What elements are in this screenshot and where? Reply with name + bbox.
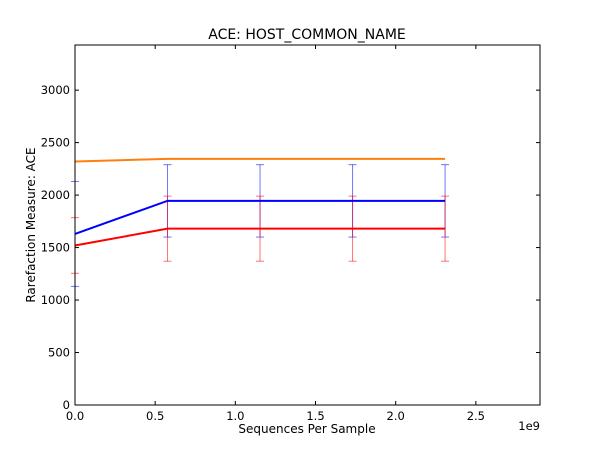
y-tick-label: 1500 xyxy=(41,241,70,255)
chart-title: ACE: HOST_COMMON_NAME xyxy=(208,27,406,43)
x-tick-label: 2.0 xyxy=(387,409,405,423)
x-tick-label: 0.5 xyxy=(146,409,164,423)
x-tick-label: 1.5 xyxy=(306,409,324,423)
series-line-2 xyxy=(74,199,446,235)
series-line-1 xyxy=(74,157,446,163)
y-tick-label: 3000 xyxy=(41,83,70,97)
y-axis-label: Rarefaction Measure: ACE xyxy=(24,147,38,302)
plot-frame xyxy=(74,44,541,406)
plot-layer: 0.0 0.5 1.0 1.5 2.0 2.5 0 500 1000 1500 2000 2500 30… xyxy=(41,44,541,423)
y-tick-label: 500 xyxy=(48,346,70,360)
x-axis-offset-label: 1e9 xyxy=(518,419,540,433)
x-axis-label: Sequences Per Sample xyxy=(238,422,375,436)
x-tick-label: 1.0 xyxy=(226,409,244,423)
y-tick-label: 0 xyxy=(63,398,70,412)
x-tick-label: 2.5 xyxy=(467,409,485,423)
series-line-3 xyxy=(74,227,446,247)
x-tick-label: 0.0 xyxy=(66,409,84,423)
y-tick-label: 2000 xyxy=(41,188,70,202)
y-tick-label: 2500 xyxy=(41,136,70,150)
y-tick-label: 1000 xyxy=(41,293,70,307)
